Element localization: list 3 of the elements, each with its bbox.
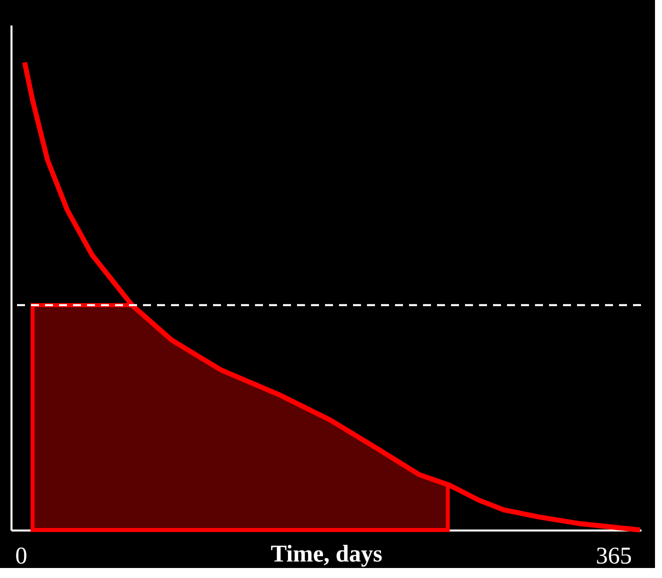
x-tick-label: 365	[596, 544, 632, 570]
x-tick-label: 0	[15, 544, 28, 570]
x-axis-title: Time, days	[270, 542, 382, 568]
